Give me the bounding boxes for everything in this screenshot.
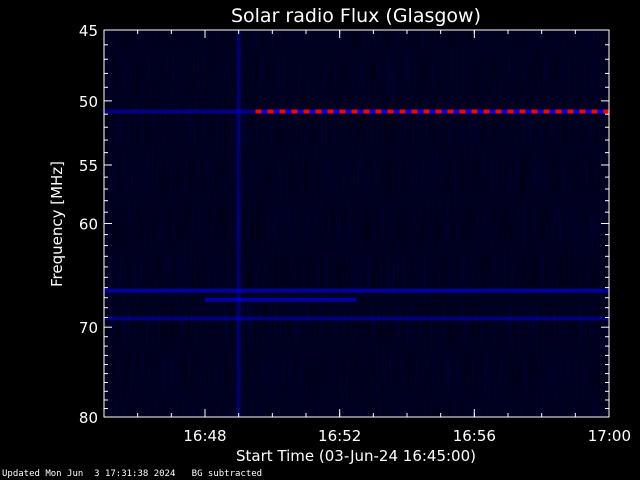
footer: Updated Mon Jun 3 17:31:38 2024 BG subtr… <box>2 469 262 479</box>
background-noise <box>104 30 609 417</box>
band-3 <box>104 288 609 293</box>
band-5 <box>104 316 609 321</box>
chart-title: Solar radio Flux (Glasgow) <box>231 5 481 27</box>
y-axis-label: Frequency [MHz] <box>48 161 66 287</box>
plot-area <box>103 29 610 418</box>
footer-updated: Updated Mon Jun 3 17:31:38 2024 <box>2 469 176 479</box>
x-tick-label-16:56: 16:56 <box>453 427 496 445</box>
x-axis-ticks: 16:48 16:52 16:56 17:00 <box>137 30 631 445</box>
band-4 <box>205 297 357 302</box>
y-tick-label-50: 50 <box>79 93 98 111</box>
spectrogram-features <box>104 30 609 417</box>
band-1 <box>104 109 256 114</box>
band-2-base <box>255 109 609 114</box>
x-axis-label: Start Time (03-Jun-24 16:45:00) <box>236 447 476 465</box>
y-tick-label-45: 45 <box>79 22 98 40</box>
x-tick-label-16:48: 16:48 <box>183 427 226 445</box>
y-axis-ticks: 45 50 55 60 70 80 <box>79 22 609 427</box>
y-tick-label-55: 55 <box>79 157 98 175</box>
y-tick-label-80: 80 <box>79 409 98 427</box>
x-tick-label-16:52: 16:52 <box>318 427 361 445</box>
footer-note: BG subtracted <box>191 469 263 479</box>
x-tick-label-17:00: 17:00 <box>588 427 631 445</box>
y-tick-label-60: 60 <box>79 216 98 234</box>
y-tick-label-70: 70 <box>79 319 98 337</box>
burst-0 <box>236 30 241 417</box>
